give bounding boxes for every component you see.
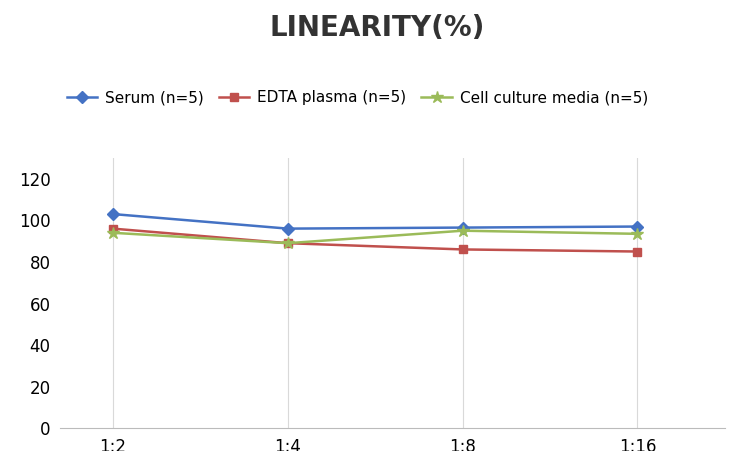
EDTA plasma (n=5) — [458, 247, 467, 252]
Serum (n=5) — [283, 226, 292, 231]
EDTA plasma (n=5) — [108, 226, 117, 231]
Line: EDTA plasma (n=5): EDTA plasma (n=5) — [109, 225, 642, 256]
Text: LINEARITY(%): LINEARITY(%) — [270, 14, 485, 41]
Line: Cell culture media (n=5): Cell culture media (n=5) — [106, 225, 643, 249]
Serum (n=5) — [633, 224, 642, 229]
Cell culture media (n=5) — [283, 240, 292, 246]
Cell culture media (n=5) — [633, 231, 642, 236]
EDTA plasma (n=5) — [283, 240, 292, 246]
Serum (n=5) — [458, 225, 467, 230]
Legend: Serum (n=5), EDTA plasma (n=5), Cell culture media (n=5): Serum (n=5), EDTA plasma (n=5), Cell cul… — [60, 84, 654, 111]
EDTA plasma (n=5) — [633, 249, 642, 254]
Line: Serum (n=5): Serum (n=5) — [109, 210, 642, 233]
Cell culture media (n=5) — [458, 228, 467, 234]
Serum (n=5) — [108, 212, 117, 217]
Cell culture media (n=5) — [108, 230, 117, 235]
